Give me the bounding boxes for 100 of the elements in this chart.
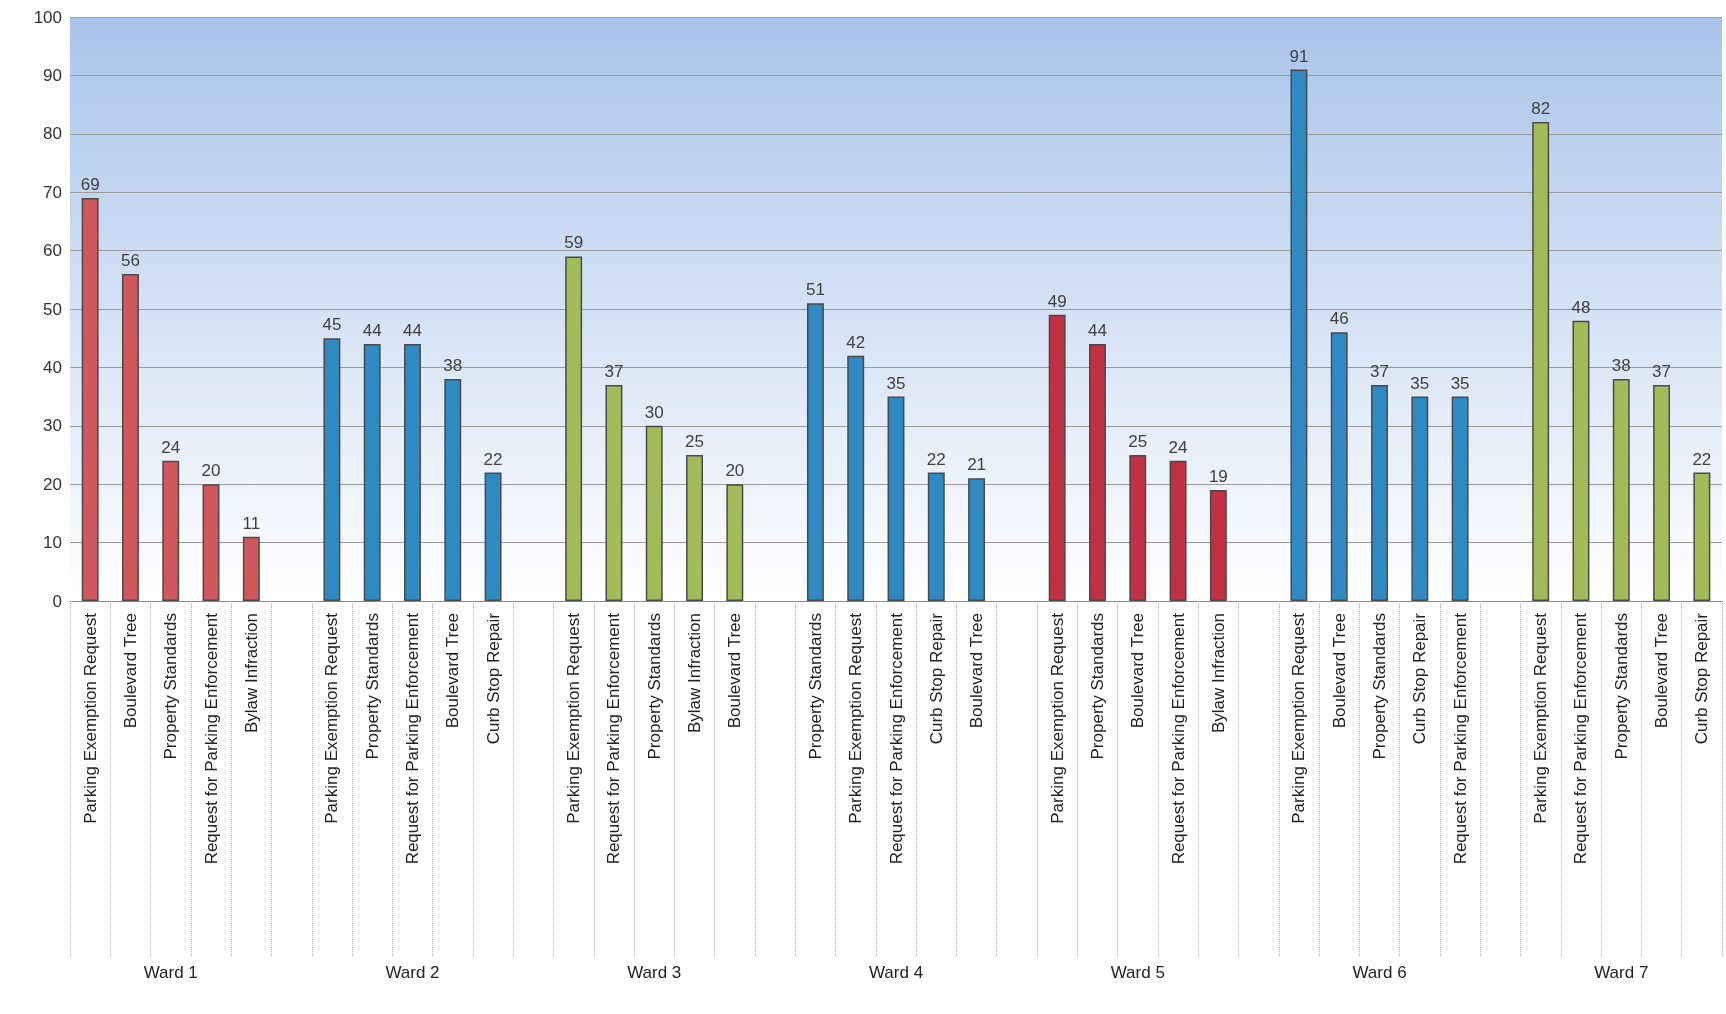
bar [847, 355, 865, 601]
x-tick-label: Boulevard Tree [1329, 613, 1349, 729]
y-tick-label: 40 [43, 357, 62, 377]
bar [1612, 379, 1630, 601]
data-label: 45 [322, 315, 342, 335]
data-label: 20 [201, 461, 221, 481]
x-tick-label: Request for Parking Enforcement [1450, 612, 1470, 865]
bar [1129, 455, 1147, 601]
x-tick-label: Parking Exemption Request [322, 612, 342, 824]
x-tick-label: Boulevard Tree [725, 613, 745, 729]
y-tick-label: 100 [33, 7, 62, 27]
bar [1371, 384, 1388, 601]
y-tick-label: 80 [43, 124, 62, 144]
x-tick-label: Boulevard Tree [443, 613, 463, 729]
x-tick-label: Parking Exemption Request [1531, 612, 1551, 824]
x-tick-label: Boulevard Tree [1128, 613, 1148, 729]
x-tick-label: Property Standards [805, 613, 825, 760]
bar [202, 484, 220, 601]
bar [565, 256, 583, 601]
data-label: 51 [805, 280, 825, 300]
x-tick-label: Property Standards [161, 613, 181, 760]
x-tick-label: Property Standards [644, 613, 664, 760]
x-tick-label: Parking Exemption Request [846, 612, 866, 824]
x-tick-label: Parking Exemption Request [80, 612, 100, 824]
bar [81, 198, 99, 601]
data-label: 22 [926, 449, 946, 469]
bar [1089, 344, 1106, 601]
x-tick-label: Boulevard Tree [967, 613, 987, 729]
x-tick-label: Property Standards [1611, 613, 1631, 760]
x-tick-label: Curb Stop Repair [483, 612, 503, 745]
bar [1451, 396, 1469, 601]
bar [645, 425, 663, 601]
y-tick-label: 30 [43, 416, 62, 436]
bar [323, 338, 341, 601]
bar [605, 384, 623, 601]
data-label: 19 [1208, 467, 1228, 487]
bar [927, 472, 945, 601]
data-label: 25 [685, 432, 704, 451]
x-tick-label: Request for Parking Enforcement [201, 612, 221, 865]
y-tick-label: 90 [43, 65, 62, 85]
data-label: 42 [846, 332, 866, 352]
text: Ward 6 [1352, 962, 1407, 982]
bar [887, 396, 905, 601]
data-label: 44 [1088, 321, 1107, 341]
bar [686, 455, 703, 601]
data-label: 25 [1128, 432, 1148, 451]
data-label: 91 [1289, 46, 1309, 66]
bar [1209, 490, 1227, 601]
y-tick-label: 20 [43, 474, 62, 494]
data-label: 56 [120, 250, 140, 270]
text: Ward 2 [385, 962, 440, 982]
data-label: 82 [1531, 99, 1551, 119]
x-tick-label: Parking Exemption Request [1289, 612, 1309, 824]
data-label: 59 [564, 233, 584, 253]
bar [806, 303, 824, 601]
bar [1411, 396, 1429, 601]
bar [242, 536, 260, 601]
x-tick-label: Request for Parking Enforcement [1571, 612, 1591, 865]
data-label: 11 [242, 513, 261, 533]
data-label: 49 [1047, 291, 1067, 311]
y-tick-label: 0 [52, 591, 62, 611]
x-tick-label: Request for Parking Enforcement [402, 612, 422, 865]
text: Ward 7 [1594, 962, 1649, 982]
x-tick-label: Parking Exemption Request [1047, 612, 1067, 824]
data-label: 38 [1611, 356, 1631, 376]
data-label: 30 [644, 402, 664, 422]
data-label: 20 [725, 461, 745, 481]
text: Ward 5 [1110, 962, 1165, 982]
bar [968, 478, 986, 601]
bar [121, 273, 139, 601]
x-tick-label: Request for Parking Enforcement [886, 612, 906, 865]
data-label: 44 [403, 321, 422, 341]
data-label: 35 [1450, 373, 1470, 393]
data-label: 38 [443, 356, 463, 376]
bar [1330, 332, 1348, 601]
x-tick-label: Curb Stop Repair [1410, 612, 1430, 745]
data-label: 24 [1168, 437, 1188, 457]
bar [363, 344, 381, 601]
x-tick-label: Boulevard Tree [1652, 613, 1672, 729]
data-label: 37 [604, 361, 624, 381]
bar [1290, 69, 1308, 601]
x-tick-label: Bylaw Infraction [241, 613, 261, 733]
x-tick-label: Bylaw Infraction [685, 613, 705, 733]
x-tick-label: Boulevard Tree [120, 613, 140, 729]
x-tick-label: Curb Stop Repair [1692, 612, 1712, 745]
data-label: 22 [1692, 449, 1712, 469]
data-label: 35 [1410, 373, 1430, 393]
y-tick-label: 70 [43, 182, 62, 202]
data-label: 44 [362, 321, 382, 341]
x-tick-label: Parking Exemption Request [564, 612, 584, 824]
data-label: 69 [80, 175, 100, 195]
data-label: 37 [1370, 361, 1389, 381]
bar [484, 472, 502, 601]
x-tick-label: Curb Stop Repair [926, 612, 946, 745]
data-label: 24 [161, 437, 181, 457]
data-label: 37 [1652, 361, 1672, 381]
x-tick-label: Request for Parking Enforcement [604, 612, 624, 865]
bar [1169, 460, 1187, 601]
bar [444, 379, 462, 601]
bar [726, 484, 744, 601]
